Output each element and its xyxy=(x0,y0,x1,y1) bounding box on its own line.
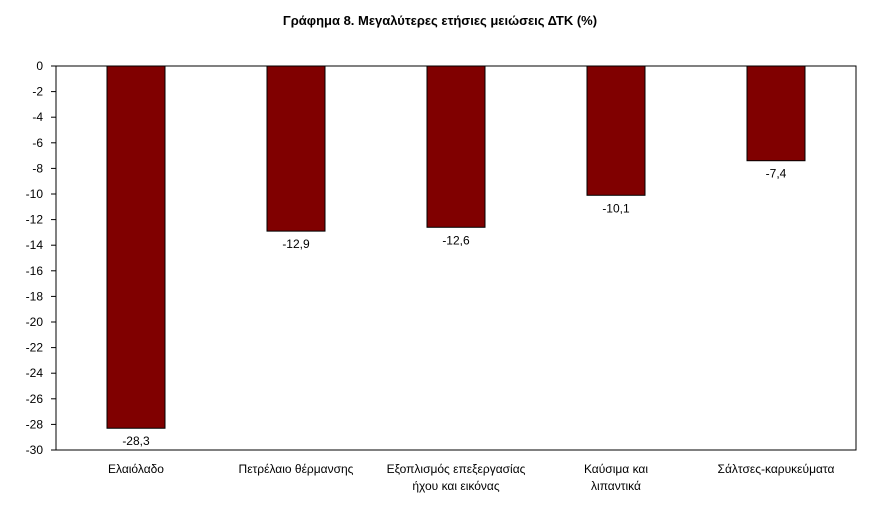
data-label: -12,9 xyxy=(282,237,310,251)
bars xyxy=(106,65,806,429)
data-label: -12,6 xyxy=(442,233,470,247)
y-tick-label: -16 xyxy=(26,264,44,278)
category-labels: Ελαιόλαδο Πετρέλαιο θέρμανσης Εξοπλισμός ε… xyxy=(108,462,835,493)
bar xyxy=(266,65,326,232)
bar xyxy=(586,65,646,196)
y-tick-label: -20 xyxy=(26,315,44,329)
data-label: -7,4 xyxy=(766,167,787,181)
y-tick-label: -22 xyxy=(26,341,44,355)
category-label: Ελαιόλαδο xyxy=(108,462,164,476)
category-label: λιπαντικά xyxy=(591,479,641,493)
y-tick-label: -4 xyxy=(32,110,43,124)
y-tick-label: -8 xyxy=(32,161,43,175)
bar xyxy=(106,65,166,429)
data-label: -10,1 xyxy=(602,201,630,215)
y-tick-label: -18 xyxy=(26,289,44,303)
chart-title: Γράφημα 8. Μεγαλύτερες ετήσιες μειώσεις … xyxy=(282,13,598,28)
data-labels: -28,3 -12,9 -12,6 -10,1 -7,4 xyxy=(122,167,786,449)
y-tick-label: -12 xyxy=(26,213,44,227)
plot-area xyxy=(55,65,857,451)
y-tick-label: -14 xyxy=(26,238,44,252)
category-label: ήχου και εικόνας xyxy=(412,479,499,493)
bar xyxy=(746,65,806,162)
y-tick-label: -2 xyxy=(32,85,43,99)
category-label: Σάλτσες-καρυκεύματα xyxy=(718,462,835,476)
y-axis: 0 -2 -4 -6 -8 -10 -12 -14 -16 -18 -20 -22 -24 -26 -28 -… xyxy=(26,59,56,457)
category-label: Καύσιμα και xyxy=(584,462,648,476)
y-tick-label: -30 xyxy=(26,443,44,457)
category-label: Εξοπλισμός επεξεργασίας xyxy=(387,462,526,476)
category-label: Πετρέλαιο θέρμανσης xyxy=(239,462,354,476)
y-tick-label: -26 xyxy=(26,392,44,406)
y-tick-label: -24 xyxy=(26,366,44,380)
y-tick-label: 0 xyxy=(36,59,43,73)
data-label: -28,3 xyxy=(122,434,150,448)
y-tick-label: -6 xyxy=(32,136,43,150)
y-tick-label: -10 xyxy=(26,187,44,201)
bar xyxy=(426,65,486,228)
y-tick-label: -28 xyxy=(26,417,44,431)
